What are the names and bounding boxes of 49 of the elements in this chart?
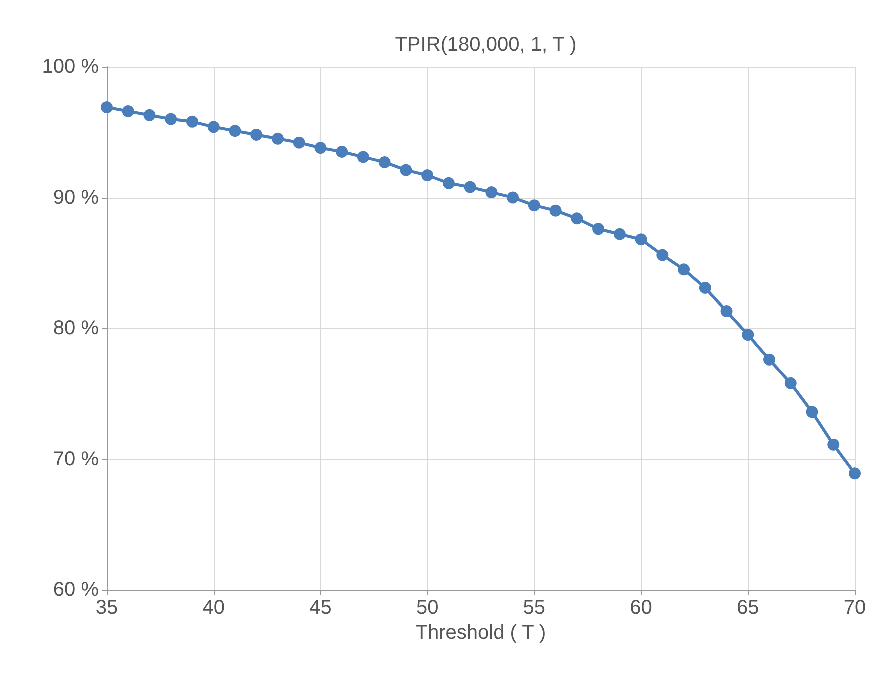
x-tick-label: 50 [416, 597, 439, 619]
point [507, 192, 520, 204]
x-tick-label: 40 [202, 597, 225, 619]
point [849, 468, 861, 480]
point [272, 132, 284, 145]
point [357, 151, 370, 164]
point [250, 128, 263, 141]
y-tick-label: 90 % [53, 186, 100, 209]
point [122, 105, 134, 118]
point [186, 116, 198, 128]
point [784, 377, 797, 390]
x-tick-label: 65 [737, 597, 760, 619]
point [635, 234, 648, 246]
point [293, 136, 306, 149]
y-tick-label: 100 % [42, 56, 100, 78]
x-tick-label: 45 [310, 597, 332, 619]
point [378, 156, 391, 168]
point [742, 329, 754, 342]
chart-title: TPIR(180,000, 1, T ) [395, 34, 577, 56]
point [592, 223, 605, 236]
point [699, 282, 712, 294]
point [314, 142, 327, 154]
point [208, 121, 220, 134]
point [764, 354, 776, 366]
point [528, 200, 540, 212]
point [806, 406, 818, 418]
point [400, 164, 412, 176]
point [442, 177, 455, 190]
point [720, 306, 733, 318]
point [656, 249, 669, 262]
x-tick-label: 70 [844, 597, 866, 619]
point [101, 102, 113, 114]
point [571, 212, 584, 225]
point [336, 146, 348, 158]
x-tick-label: 55 [523, 597, 546, 619]
point [486, 186, 498, 199]
point [422, 170, 434, 182]
point [828, 438, 840, 451]
point [229, 125, 242, 138]
point [614, 228, 626, 240]
point [550, 204, 562, 217]
point [678, 264, 690, 276]
x-tick-label: 60 [630, 597, 652, 619]
y-tick-label: 80 % [53, 318, 100, 340]
point [144, 109, 156, 122]
y-tick-label: 70 % [53, 448, 100, 470]
point [165, 113, 178, 126]
x-axis-title: Threshold ( T ) [416, 622, 546, 644]
point [464, 181, 476, 194]
